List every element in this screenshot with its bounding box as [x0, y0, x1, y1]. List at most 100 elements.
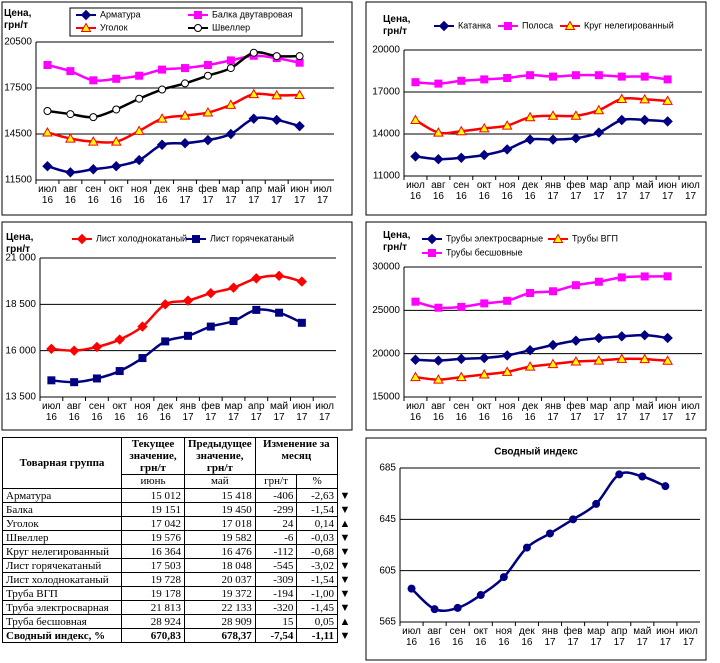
- data-point: [203, 71, 212, 80]
- data-point: [43, 61, 52, 69]
- legend-marker: [192, 235, 200, 243]
- table-cell: ▼: [339, 545, 351, 558]
- table-cell: Швеллер: [2, 530, 122, 545]
- price-table: Товарная группа Текущее значение, грн/т Пр…: [2, 437, 352, 643]
- data-point: [206, 322, 215, 331]
- legend-marker: [80, 22, 92, 32]
- legend-label: Круг нелегированный: [584, 20, 674, 30]
- y-tick-label: 20000: [372, 348, 400, 359]
- x-tick-label: май 17: [270, 401, 289, 423]
- data-point: [616, 93, 628, 103]
- table-cell: 670,83: [121, 628, 185, 643]
- table-cell: 19 372: [184, 586, 256, 601]
- y-tick-label: 11000: [373, 171, 401, 182]
- x-tick-label: июл 17: [313, 184, 332, 206]
- x-tick-label: мар 17: [587, 626, 606, 648]
- table-cell: -0,68: [296, 544, 338, 559]
- x-tick-label: мар 17: [221, 184, 240, 206]
- data-point: [457, 76, 466, 85]
- table-row: Уголок 17 042 17 018 24 0,14 ▲: [2, 516, 353, 531]
- data-point: [570, 355, 582, 366]
- x-tick-label: фев 17: [563, 626, 583, 648]
- data-point: [66, 110, 75, 119]
- data-point: [411, 297, 420, 306]
- data-point: [137, 321, 148, 332]
- legend-label: Арматура: [100, 9, 141, 19]
- x-tick-label: фев 17: [201, 401, 221, 423]
- data-point: [639, 114, 650, 126]
- legend-marker: [428, 249, 436, 257]
- table-cell: -1,54: [296, 502, 338, 517]
- y-tick-label: 11500: [5, 175, 33, 186]
- data-point: [226, 64, 235, 73]
- data-point: [410, 354, 421, 365]
- data-point: [593, 104, 605, 115]
- data-point: [203, 61, 212, 69]
- table-cell: Товарная группа: [2, 437, 122, 489]
- data-point: [46, 343, 57, 355]
- y-tick-label: 20000: [372, 45, 400, 56]
- x-tick-label: июн 17: [292, 401, 312, 423]
- table-cell: 19 728: [121, 572, 185, 587]
- data-point: [430, 605, 439, 614]
- table-cell: -194: [254, 586, 298, 601]
- chart-title: Сводный индекс: [494, 447, 578, 458]
- data-point: [549, 287, 557, 296]
- x-tick-label: ноя 16: [495, 626, 513, 648]
- x-tick-label: янв 17: [179, 401, 197, 423]
- data-point: [92, 374, 101, 383]
- data-point: [433, 153, 444, 165]
- x-tick-label: дек 16: [522, 180, 538, 202]
- table-cell: ▼: [339, 587, 351, 600]
- x-tick-label: сен 16: [449, 626, 466, 648]
- x-tick-label: сен 16: [85, 184, 102, 206]
- table-cell: 21 813: [121, 600, 185, 615]
- data-point: [640, 72, 649, 81]
- data-point: [661, 482, 670, 491]
- table-cell: ▼: [339, 489, 351, 502]
- data-point: [252, 305, 261, 314]
- table-cell: -3,02: [296, 558, 338, 573]
- x-tick-label: июл 16: [406, 180, 425, 202]
- x-tick-label: мар 17: [224, 401, 243, 423]
- table-row: Товарная группа Текущее значение, грн/т Пр…: [2, 437, 353, 489]
- data-point: [70, 378, 79, 387]
- data-point: [434, 79, 443, 88]
- legend-label: Лист горячекатаный: [210, 233, 294, 243]
- table-cell: -1,11: [296, 628, 338, 643]
- legend-label: Балка двутавровая: [212, 9, 293, 19]
- x-tick-label: ноя 16: [130, 184, 148, 206]
- data-point: [479, 149, 490, 161]
- data-point: [226, 56, 235, 65]
- data-point: [294, 120, 305, 132]
- table-cell: -299: [254, 502, 298, 517]
- table-cell: май: [184, 474, 256, 489]
- data-point: [639, 93, 651, 104]
- data-point: [43, 107, 52, 115]
- x-tick-label: май 17: [267, 184, 286, 206]
- x-tick-label: авг 16: [66, 401, 82, 423]
- table-row: Труба бесшовная 28 924 28 909 15 0,05 ▲: [2, 614, 353, 629]
- y-tick-label: 21 000: [5, 253, 36, 264]
- data-point: [66, 67, 75, 76]
- data-point: [570, 335, 582, 346]
- x-tick-label: янв 17: [544, 180, 562, 202]
- data-point: [503, 74, 512, 82]
- table-cell: 0,14: [296, 516, 338, 531]
- legend-label: Трубы ВГП: [572, 233, 618, 243]
- table-cell: Лист горячекатаный: [2, 558, 122, 573]
- data-point: [273, 270, 285, 282]
- data-point: [433, 355, 444, 366]
- y-tick-label: 17000: [372, 87, 400, 98]
- x-tick-label: июл 16: [406, 401, 425, 423]
- x-tick-label: авг 16: [427, 626, 442, 648]
- table-cell: -406: [254, 488, 298, 503]
- data-point: [202, 134, 214, 146]
- legend-marker: [426, 233, 438, 245]
- y-axis-label: Цена, грн/т: [6, 232, 34, 255]
- x-tick-label: ноя 16: [498, 180, 516, 202]
- x-tick-label: авг 16: [431, 401, 446, 423]
- x-tick-label: июл 16: [38, 184, 57, 206]
- table-row: Балка 19 151 19 450 -299 -1,54 ▼: [2, 502, 353, 517]
